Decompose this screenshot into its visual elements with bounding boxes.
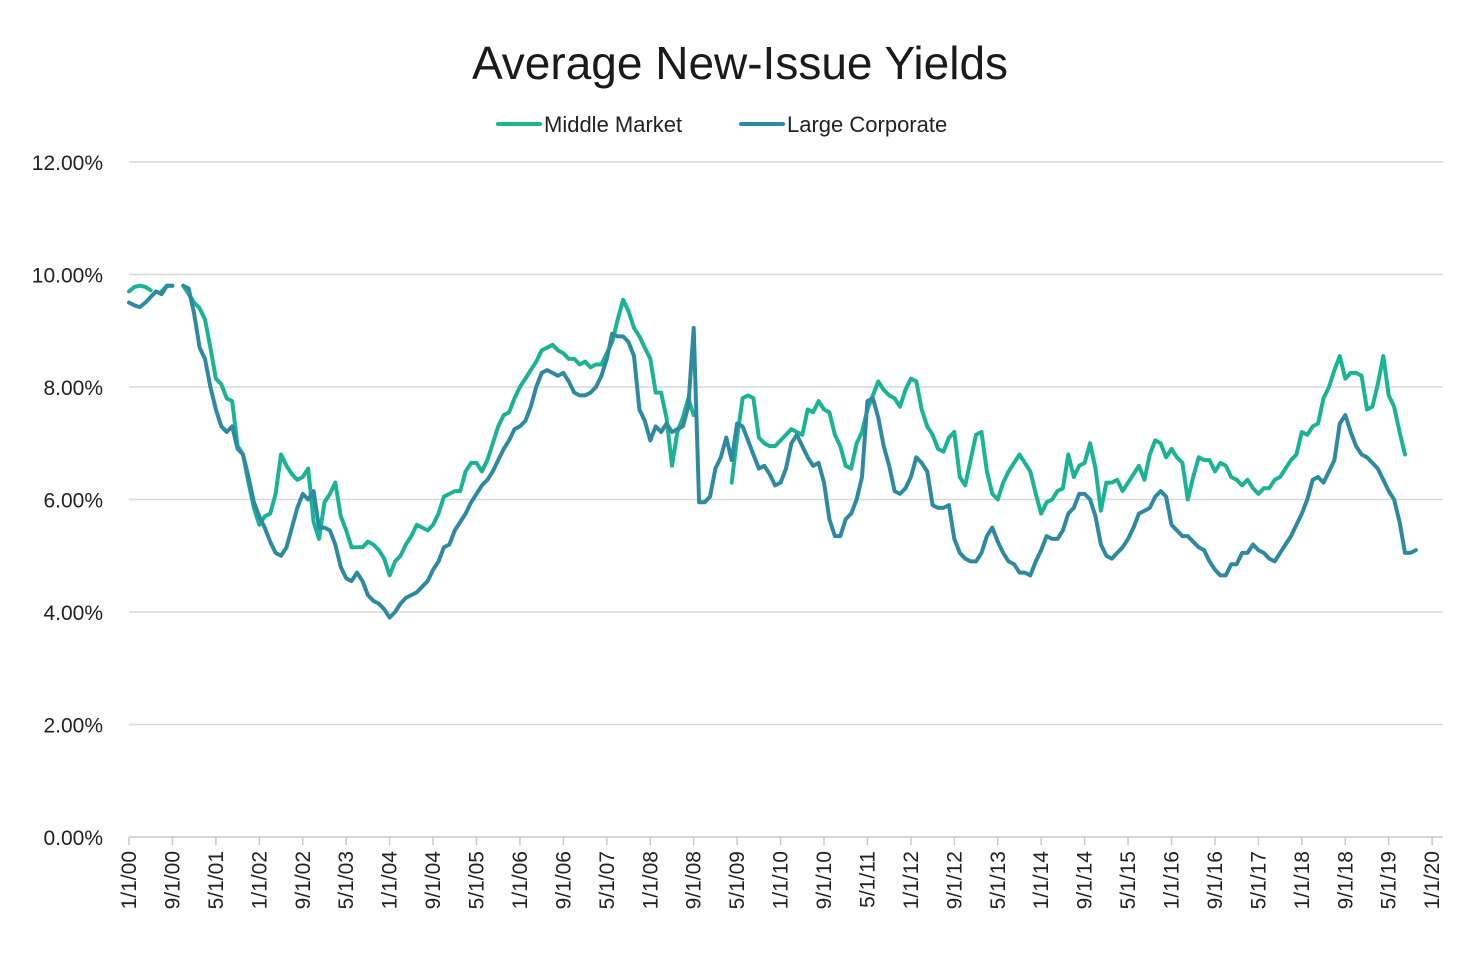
x-tick-label: 5/1/05	[466, 851, 489, 909]
x-tick-label: 1/1/12	[900, 851, 923, 909]
y-tick-label: 12.00%	[32, 152, 103, 175]
y-tick-label: 0.00%	[43, 827, 103, 850]
y-tick-label: 10.00%	[32, 265, 103, 288]
x-tick-label: 9/1/18	[1334, 851, 1357, 909]
x-tick-label: 9/1/06	[552, 851, 575, 909]
x-tick-label: 1/1/06	[509, 851, 532, 909]
x-tick-label: 9/1/12	[943, 851, 966, 909]
x-tick-label: 1/1/08	[639, 851, 662, 909]
x-tick-label: 5/1/09	[726, 851, 749, 909]
x-tick-label: 1/1/14	[1030, 851, 1053, 910]
x-tick-label: 5/1/03	[335, 851, 358, 909]
x-tick-label: 1/1/02	[248, 851, 271, 909]
x-tick-label: 5/1/07	[596, 851, 619, 909]
x-tick-label: 1/1/18	[1291, 851, 1314, 909]
x-tick-label: 9/1/10	[813, 851, 836, 909]
y-tick-label: 2.00%	[43, 715, 103, 738]
chart-title: Average New-Issue Yields	[472, 37, 1008, 89]
legend-label-large-corporate: Large Corporate	[787, 112, 947, 137]
y-tick-label: 6.00%	[43, 490, 103, 513]
y-axis-ticks: 0.00% 2.00% 4.00% 6.00% 8.00% 10.00% 12.00%	[32, 152, 103, 850]
x-tick-label: 9/1/00	[161, 851, 184, 909]
x-tick-label: 5/1/17	[1247, 851, 1270, 909]
x-tick-label: 5/1/19	[1378, 851, 1401, 909]
legend: Middle Market Large Corporate	[496, 112, 947, 137]
x-tick-label: 9/1/16	[1204, 851, 1227, 909]
x-tick-label: 5/1/15	[1117, 851, 1140, 909]
y-tick-label: 8.00%	[43, 377, 103, 400]
x-tick-label: 9/1/04	[422, 851, 445, 910]
gridlines	[129, 161, 1443, 838]
legend-label-middle-market: Middle Market	[544, 112, 682, 137]
x-tick-label: 9/1/14	[1074, 851, 1097, 910]
x-tick-label: 1/1/00	[118, 851, 141, 909]
x-tick-label: 1/1/10	[770, 851, 793, 909]
x-tick-label: 5/1/11	[856, 851, 879, 908]
x-tick-label: 9/1/02	[292, 851, 315, 909]
x-tick-label: 1/1/16	[1161, 851, 1184, 909]
x-tick-label: 1/1/04	[379, 851, 402, 910]
series-line-large-corporate	[127, 283, 1418, 620]
series-line-middle-market	[127, 283, 1407, 578]
y-tick-label: 4.00%	[43, 602, 103, 625]
x-tick-label: 1/1/20	[1421, 851, 1444, 909]
series-lines	[127, 283, 1418, 620]
x-tick-label: 9/1/08	[683, 851, 706, 909]
x-tick-label: 5/1/13	[987, 851, 1010, 909]
x-tick-label: 5/1/01	[205, 851, 228, 909]
x-axis: 1/1/00 9/1/00 5/1/01 1/1/02 9/1/02 5/1/03 1/1/…	[118, 837, 1444, 909]
